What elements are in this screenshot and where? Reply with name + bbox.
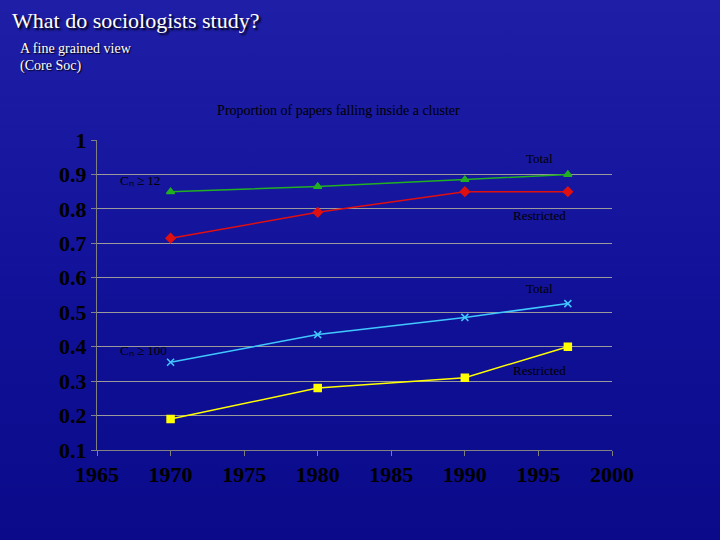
svg-text:Restricted: Restricted bbox=[513, 208, 566, 223]
svg-text:Cₙ ≥ 12: Cₙ ≥ 12 bbox=[120, 173, 160, 188]
html-text:What do sociologists study?: What do sociologists study? bbox=[12, 8, 260, 33]
svg-text:Proportion of papers falling i: Proportion of papers falling inside a cl… bbox=[217, 103, 460, 118]
svg-text:2000: 2000 bbox=[590, 462, 634, 487]
svg-text:0.9: 0.9 bbox=[59, 162, 87, 187]
svg-text:1985: 1985 bbox=[369, 462, 413, 487]
svg-text:1: 1 bbox=[76, 128, 87, 153]
svg-text:0.2: 0.2 bbox=[59, 403, 87, 428]
svg-text:Restricted: Restricted bbox=[513, 363, 566, 378]
svg-text:0.5: 0.5 bbox=[59, 300, 87, 325]
svg-text:1970: 1970 bbox=[149, 462, 193, 487]
svg-text:1975: 1975 bbox=[222, 462, 266, 487]
svg-text:0.6: 0.6 bbox=[59, 265, 87, 290]
svg-text:Total: Total bbox=[526, 281, 553, 296]
html-text:(Core Soc): (Core Soc) bbox=[20, 58, 81, 73]
svg-text:1965: 1965 bbox=[75, 462, 119, 487]
svg-text:0.8: 0.8 bbox=[59, 197, 87, 222]
svg-text:1995: 1995 bbox=[516, 462, 560, 487]
html-text:A fine grained view: A fine grained view bbox=[20, 41, 131, 56]
svg-text:0.7: 0.7 bbox=[59, 231, 87, 256]
svg-text:0.3: 0.3 bbox=[59, 369, 87, 394]
svg-text:Cₙ ≥ 100: Cₙ ≥ 100 bbox=[120, 343, 167, 358]
svg-text:1990: 1990 bbox=[443, 462, 487, 487]
svg-text:1980: 1980 bbox=[296, 462, 340, 487]
svg-text:0.4: 0.4 bbox=[59, 334, 87, 359]
svg-text:0.1: 0.1 bbox=[59, 438, 87, 463]
svg-text:Total: Total bbox=[526, 151, 553, 166]
